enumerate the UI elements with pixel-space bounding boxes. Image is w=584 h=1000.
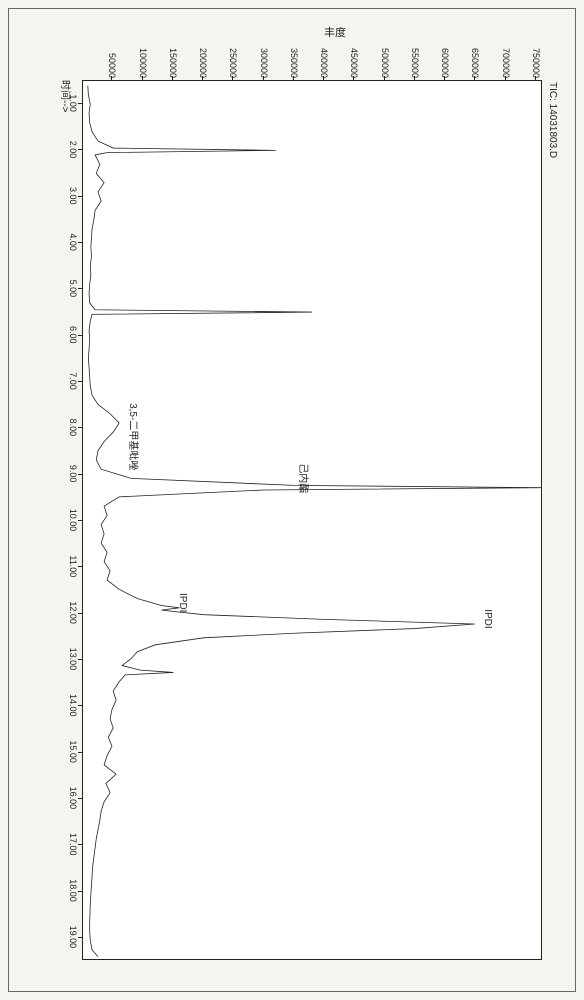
y-tick-label: 500000 — [380, 38, 390, 78]
y-tick-mark — [353, 76, 354, 80]
y-tick-mark — [202, 76, 203, 80]
x-tick-label: 9.00 — [68, 465, 78, 483]
x-tick-mark — [78, 103, 82, 104]
y-tick-label: 300000 — [259, 38, 269, 78]
y-tick-label: 400000 — [319, 38, 329, 78]
y-tick-mark — [384, 76, 385, 80]
y-tick-label: 550000 — [410, 38, 420, 78]
y-tick-mark — [142, 76, 143, 80]
y-tick-label: 250000 — [228, 38, 238, 78]
x-tick-label: 18.00 — [68, 879, 78, 902]
chromatogram-trace — [83, 81, 541, 959]
peak-label: 3,5-二甲基吡唑 — [127, 403, 142, 470]
y-tick-label: 750000 — [531, 38, 541, 78]
x-tick-mark — [78, 196, 82, 197]
y-tick-mark — [111, 76, 112, 80]
plot-area — [82, 80, 542, 960]
x-tick-label: 16.00 — [68, 787, 78, 810]
y-tick-label: 150000 — [168, 38, 178, 78]
x-tick-mark — [78, 474, 82, 475]
y-tick-label: 100000 — [138, 38, 148, 78]
peak-label: IPDI — [482, 609, 493, 628]
x-tick-label: 12.00 — [68, 601, 78, 624]
x-tick-mark — [78, 844, 82, 845]
y-tick-mark — [172, 76, 173, 80]
y-tick-mark — [505, 76, 506, 80]
chromatogram-chart: TIC: 14031803.D 丰度 500001000001500002000… — [0, 235, 584, 765]
x-tick-label: 6.00 — [68, 326, 78, 344]
y-tick-mark — [474, 76, 475, 80]
y-tick-label: 200000 — [198, 38, 208, 78]
x-tick-mark — [78, 891, 82, 892]
y-tick-mark — [323, 76, 324, 80]
x-tick-label: 2.00 — [68, 141, 78, 159]
y-tick-label: 450000 — [349, 38, 359, 78]
x-tick-label: 11.00 — [68, 555, 78, 577]
x-tick-label: 14.00 — [68, 694, 78, 717]
x-tick-label: 13.00 — [68, 648, 78, 671]
x-tick-mark — [78, 613, 82, 614]
chart-inner: TIC: 14031803.D 丰度 500001000001500002000… — [34, 20, 564, 980]
x-tick-label: 8.00 — [68, 419, 78, 437]
x-tick-mark — [78, 335, 82, 336]
x-tick-mark — [78, 381, 82, 382]
y-tick-mark — [263, 76, 264, 80]
x-tick-mark — [78, 566, 82, 567]
x-tick-mark — [78, 752, 82, 753]
x-tick-mark — [78, 288, 82, 289]
y-tick-label: 650000 — [470, 38, 480, 78]
peak-label: 己内酯 — [297, 463, 312, 493]
x-axis-label: 时间--> — [59, 80, 74, 113]
x-tick-label: 5.00 — [68, 280, 78, 298]
x-tick-mark — [78, 937, 82, 938]
y-tick-mark — [232, 76, 233, 80]
y-tick-label: 600000 — [440, 38, 450, 78]
tic-label: TIC: 14031803.D — [547, 82, 558, 158]
y-tick-label: 50000 — [107, 38, 117, 78]
y-tick-label: 700000 — [501, 38, 511, 78]
x-tick-label: 19.00 — [68, 926, 78, 949]
y-tick-mark — [293, 76, 294, 80]
x-tick-label: 10.00 — [68, 509, 78, 532]
x-tick-mark — [78, 798, 82, 799]
peak-label: IPDI — [177, 593, 188, 612]
y-tick-mark — [444, 76, 445, 80]
x-tick-label: 3.00 — [68, 187, 78, 205]
x-tick-mark — [78, 659, 82, 660]
x-tick-label: 7.00 — [68, 372, 78, 390]
x-tick-mark — [78, 520, 82, 521]
x-tick-mark — [78, 242, 82, 243]
x-tick-label: 4.00 — [68, 233, 78, 251]
x-tick-mark — [78, 149, 82, 150]
x-tick-label: 17.00 — [68, 833, 78, 856]
x-tick-mark — [78, 705, 82, 706]
x-tick-mark — [78, 427, 82, 428]
x-tick-label: 15.00 — [68, 740, 78, 763]
y-tick-mark — [535, 76, 536, 80]
y-tick-mark — [414, 76, 415, 80]
y-tick-label: 350000 — [289, 38, 299, 78]
